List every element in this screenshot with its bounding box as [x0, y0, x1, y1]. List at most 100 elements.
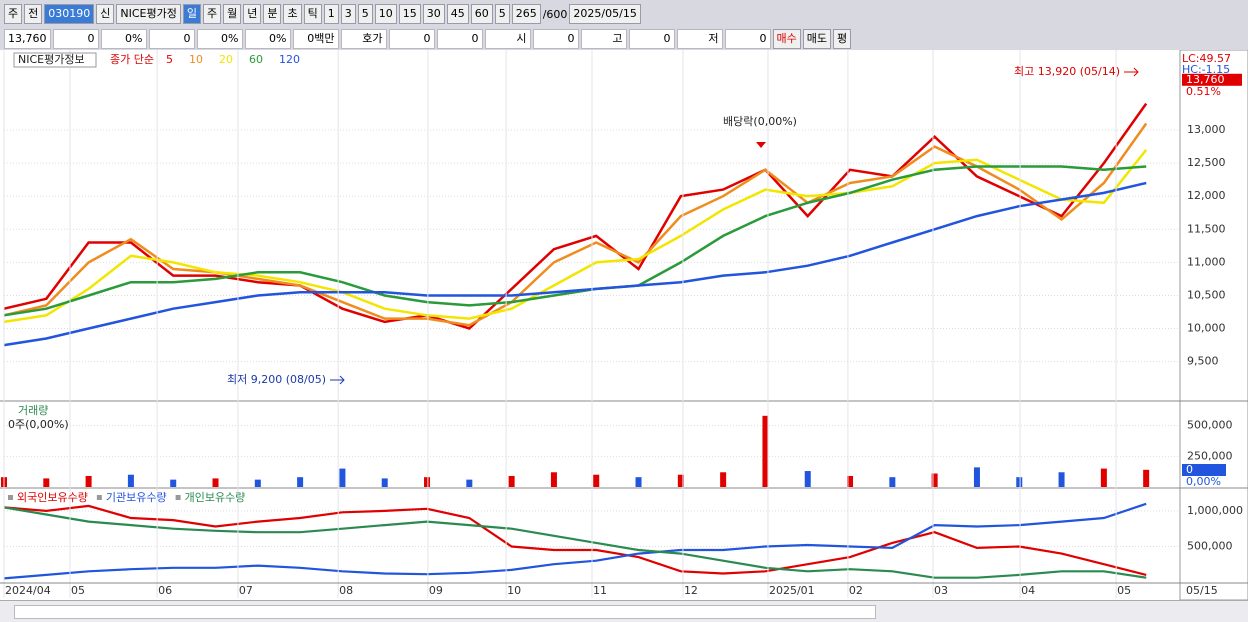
- interval-button[interactable]: 15: [398, 4, 421, 24]
- interval-button[interactable]: 10: [374, 4, 397, 24]
- period-button[interactable]: 초: [283, 4, 302, 24]
- interval-button[interactable]: 3: [340, 4, 356, 24]
- market-select[interactable]: 주: [4, 4, 23, 24]
- chart: 9,500 10,000 10,500 11,000 11,500 12,000 12,50…: [0, 50, 1248, 600]
- info-cell: 0%: [196, 28, 243, 49]
- x-tick-label: 04: [1021, 584, 1035, 597]
- trade-button[interactable]: 매수: [772, 28, 801, 49]
- legend-item: 기관보유수량: [106, 491, 167, 504]
- y-tick-label: 1,000,000: [1187, 504, 1243, 517]
- x-tick-label: 10: [507, 584, 521, 597]
- info-cell: 13,760: [4, 28, 51, 49]
- volume-bar: [212, 478, 219, 487]
- quote-cell: 0: [436, 28, 483, 49]
- ohl-cell: 0: [628, 28, 675, 49]
- x-tick-label: 05: [1117, 584, 1131, 597]
- legend-item: 10: [189, 53, 203, 66]
- stock-code[interactable]: 030190: [44, 4, 95, 24]
- volume-bar: [297, 477, 304, 487]
- volume-bar: [762, 415, 769, 487]
- y-tick-label: 500,000: [1187, 539, 1233, 552]
- legend-item: 5: [166, 53, 173, 66]
- new-button[interactable]: 신: [96, 4, 115, 24]
- volume-bar: [339, 468, 346, 487]
- period-button[interactable]: 주: [202, 4, 222, 24]
- dividend-annotation: 배당락(0,00%): [723, 115, 797, 128]
- period-button[interactable]: 월: [223, 4, 242, 24]
- last-value-box: [1182, 73, 1242, 86]
- chart-title: NICE평가정보: [18, 53, 85, 66]
- bar-count[interactable]: 265: [511, 4, 541, 24]
- ohl-cell: 시: [484, 28, 531, 49]
- interval-button[interactable]: 60: [470, 4, 493, 24]
- legend-swatch: [175, 495, 181, 500]
- y-tick-label: 250,000: [1187, 449, 1233, 462]
- volume-bar: [1016, 477, 1023, 487]
- ohl-cell: 고: [580, 28, 627, 49]
- x-tick-label: 08: [339, 584, 353, 597]
- axis-panel: [1179, 50, 1248, 600]
- scrollbar[interactable]: [0, 600, 1248, 622]
- y-tick-label: 10,500: [1187, 288, 1226, 301]
- period-button[interactable]: 틱: [303, 4, 322, 24]
- x-tick-label: 03: [934, 584, 948, 597]
- x-tick-label: 02: [849, 584, 863, 597]
- info-cell: 0: [148, 28, 195, 49]
- y-tick-label: 12,500: [1187, 156, 1226, 169]
- stock-name[interactable]: NICE평가정: [116, 4, 181, 24]
- low-annotation: 최저 9,200 (08/05): [227, 373, 326, 386]
- legend-swatch: [8, 495, 13, 500]
- x-end-label: 05/15: [1186, 584, 1218, 597]
- period-button[interactable]: 년: [243, 4, 262, 24]
- last-volume-label: 0: [1186, 463, 1193, 476]
- toolbar: 주 전 030190 신 NICE평가정 일 주 월 년 분 초 틱 1 3 5 10 15 30 45 60 5 265…: [0, 3, 1248, 25]
- volume-bar: [254, 479, 261, 487]
- info-cell: 0: [52, 28, 99, 49]
- panel-subtitle: 0주(0,00%): [8, 418, 69, 431]
- legend-item: 60: [249, 53, 263, 66]
- legend-swatch: [96, 495, 102, 500]
- interval-button[interactable]: 1: [323, 4, 339, 24]
- bar-max: /600: [542, 7, 568, 21]
- interval-button[interactable]: 45: [446, 4, 469, 24]
- x-tick-label: 07: [239, 584, 253, 597]
- interval-button[interactable]: 5: [357, 4, 373, 24]
- arrow: [1124, 67, 1139, 77]
- trade-button[interactable]: 매도: [802, 28, 831, 49]
- legend-item: 외국인보유수량: [17, 491, 88, 504]
- legend-title: 종가 단순: [110, 53, 154, 66]
- volume-bar: [550, 472, 557, 487]
- info-bar: 13,760 0 0% 0 0% 0% 0백만 호가 0 0 시 0 고 0 저 0 매수 매도 평: [0, 28, 1248, 49]
- volume-bar: [635, 477, 642, 487]
- volume-bar: [508, 475, 515, 487]
- x-tick-label: 11: [593, 584, 607, 597]
- y-tick-label: 11,500: [1187, 222, 1226, 235]
- series-line: [3, 504, 1147, 576]
- y-tick-label: 13,000: [1187, 123, 1226, 136]
- series-line: [3, 502, 1147, 580]
- x-tick-label: 09: [429, 584, 443, 597]
- legend-item: 개인보유수량: [185, 491, 246, 504]
- date-field[interactable]: 2025/05/15: [569, 4, 641, 24]
- volume-bar: [804, 471, 811, 487]
- count-select[interactable]: 5: [494, 4, 510, 24]
- volume-bar: [381, 478, 388, 487]
- ohl-cell: 저: [676, 28, 723, 49]
- trade-button[interactable]: 평: [833, 28, 852, 49]
- ohl-cell: 0: [724, 28, 771, 49]
- y-tick-label: 10,000: [1187, 322, 1226, 335]
- series-line: [3, 122, 1148, 327]
- arrow: [330, 375, 345, 385]
- interval-button[interactable]: 30: [422, 4, 445, 24]
- volume-bar: [973, 467, 980, 487]
- scroll-track[interactable]: [14, 605, 876, 619]
- volume-bar: [593, 474, 600, 487]
- series-line: [3, 506, 1147, 579]
- y-tick-label: 11,000: [1187, 255, 1226, 268]
- series-line: [3, 165, 1147, 317]
- prev-button[interactable]: 전: [24, 4, 43, 24]
- period-button[interactable]: 일: [182, 4, 201, 24]
- period-button[interactable]: 분: [263, 4, 282, 24]
- volume-bar: [931, 473, 938, 487]
